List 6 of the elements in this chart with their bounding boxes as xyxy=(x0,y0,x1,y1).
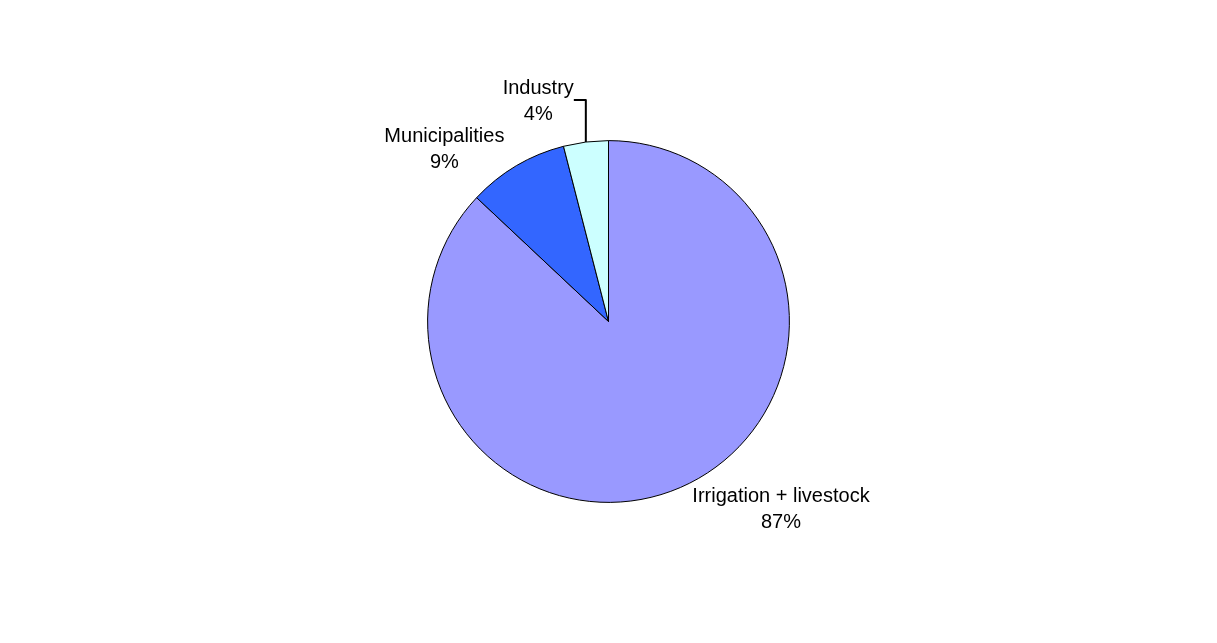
slice-label: Industry xyxy=(502,76,574,99)
data-label: 87% xyxy=(760,509,802,532)
slice-label: Irrigation + livestock xyxy=(692,483,871,506)
data-label: 4% xyxy=(523,102,553,125)
slice-label: Municipalities xyxy=(384,124,505,147)
data-label: 9% xyxy=(429,150,460,173)
